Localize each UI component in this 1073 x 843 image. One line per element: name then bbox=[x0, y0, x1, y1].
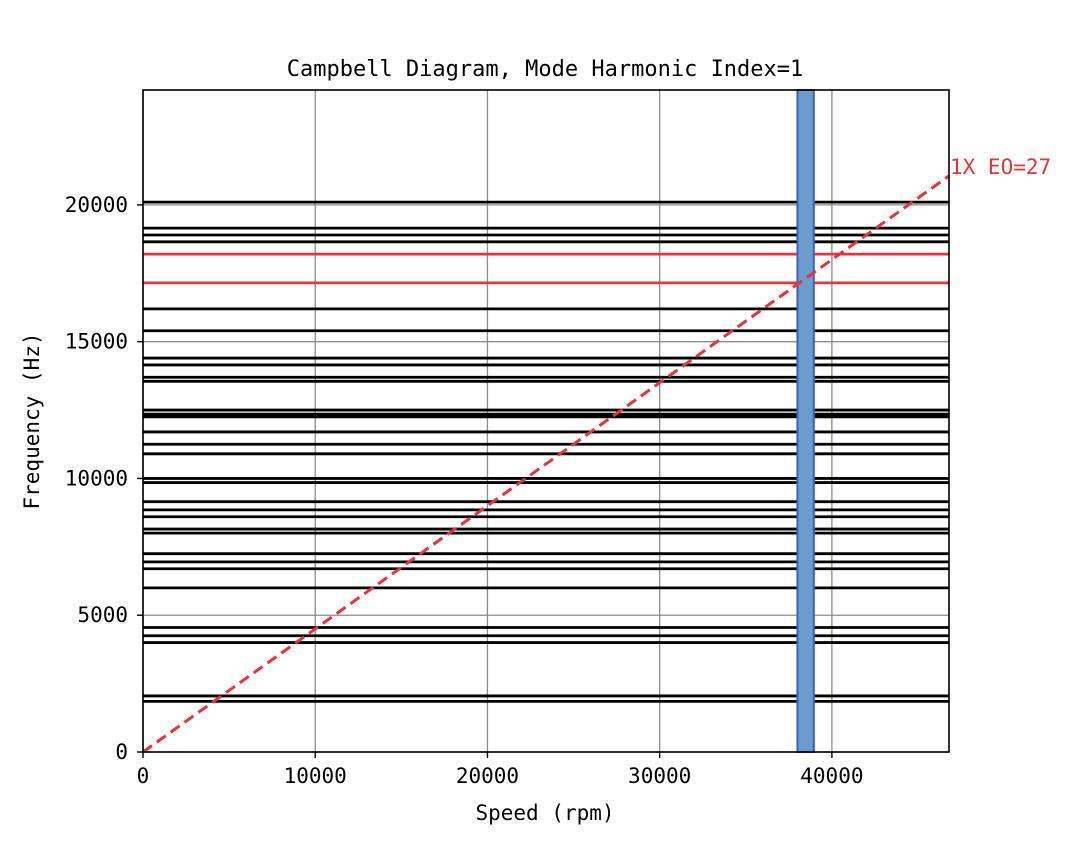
x-tick-label: 30000 bbox=[628, 764, 691, 788]
y-tick-label: 20000 bbox=[65, 193, 128, 217]
y-axis-label: Frequency (Hz) bbox=[20, 332, 44, 509]
x-tick-label: 0 bbox=[137, 764, 150, 788]
x-tick-label: 10000 bbox=[284, 764, 347, 788]
x-axis-ticks: 0 10000 20000 30000 40000 bbox=[137, 752, 863, 788]
engine-order-line bbox=[142, 174, 950, 754]
y-tick-label: 5000 bbox=[77, 603, 128, 627]
x-axis-label: Speed (rpm) bbox=[475, 801, 614, 825]
mode-lines bbox=[143, 200, 949, 703]
chart-title: Campbell Diagram, Mode Harmonic Index=1 bbox=[287, 57, 804, 82]
y-tick-label: 10000 bbox=[65, 466, 128, 490]
x-tick-label: 20000 bbox=[456, 764, 519, 788]
engine-order-group: 1X EO=27 bbox=[142, 155, 1051, 754]
grid-lines bbox=[142, 90, 949, 753]
y-tick-label: 15000 bbox=[65, 330, 128, 354]
plot-frame bbox=[142, 89, 950, 753]
x-tick-label: 40000 bbox=[800, 764, 863, 788]
y-axis-ticks: 0 5000 10000 15000 20000 bbox=[65, 193, 143, 764]
engine-order-label: 1X EO=27 bbox=[950, 155, 1051, 179]
y-tick-label: 0 bbox=[115, 740, 128, 764]
operating-band-rect bbox=[796, 89, 815, 753]
operating-band bbox=[796, 89, 815, 753]
